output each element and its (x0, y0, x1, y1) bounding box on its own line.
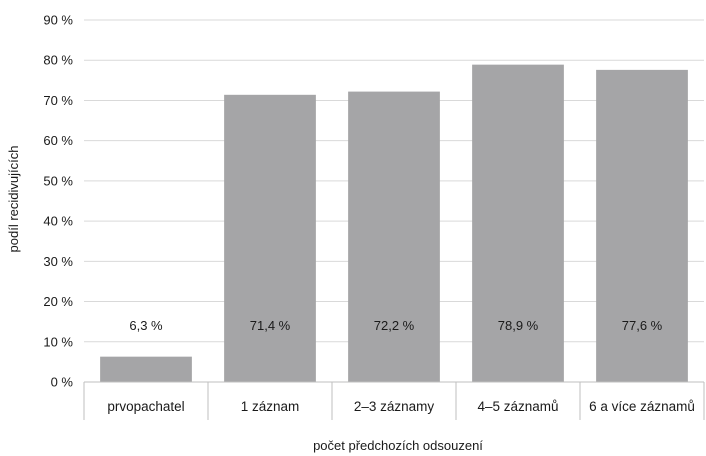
y-tick-label: 10 % (43, 334, 73, 349)
y-tick-label: 20 % (43, 294, 73, 309)
y-tick-label: 40 % (43, 214, 73, 229)
bar (472, 64, 564, 382)
x-tick-label: 2–3 záznamy (354, 399, 435, 414)
y-axis-title: podíl recidivujících (6, 146, 21, 253)
bars (100, 64, 688, 383)
data-labels: 6,3 % 71,4 % 72,2 % 78,9 % 77,6 % (129, 318, 662, 333)
y-tick-label: 80 % (43, 53, 73, 68)
data-label: 6,3 % (129, 318, 163, 333)
x-axis-title: počet předchozích odsouzení (313, 438, 483, 453)
y-axis-ticks: 0 % 10 % 20 % 30 % 40 % 50 % 60 % 70 % 80 % 90 % (43, 13, 73, 390)
data-label: 71,4 % (250, 318, 291, 333)
data-label: 72,2 % (374, 318, 415, 333)
x-tick-label: 4–5 záznamů (477, 399, 558, 414)
bar (100, 356, 192, 382)
x-axis: prvopachatel 1 záznam 2–3 záznamy 4–5 zázna… (83, 381, 705, 420)
y-tick-label: 90 % (43, 13, 73, 28)
data-label: 77,6 % (622, 318, 663, 333)
y-tick-label: 0 % (51, 375, 74, 390)
bar (596, 69, 688, 383)
x-tick-label: 1 záznam (241, 399, 300, 414)
y-tick-label: 50 % (43, 173, 73, 188)
y-tick-label: 30 % (43, 254, 73, 269)
x-tick-label: prvopachatel (107, 399, 184, 414)
bar (348, 91, 440, 383)
y-tick-label: 60 % (43, 133, 73, 148)
y-tick-label: 70 % (43, 93, 73, 108)
x-tick-label: 6 a více záznamů (589, 399, 695, 414)
data-label: 78,9 % (498, 318, 539, 333)
bar (224, 94, 316, 383)
